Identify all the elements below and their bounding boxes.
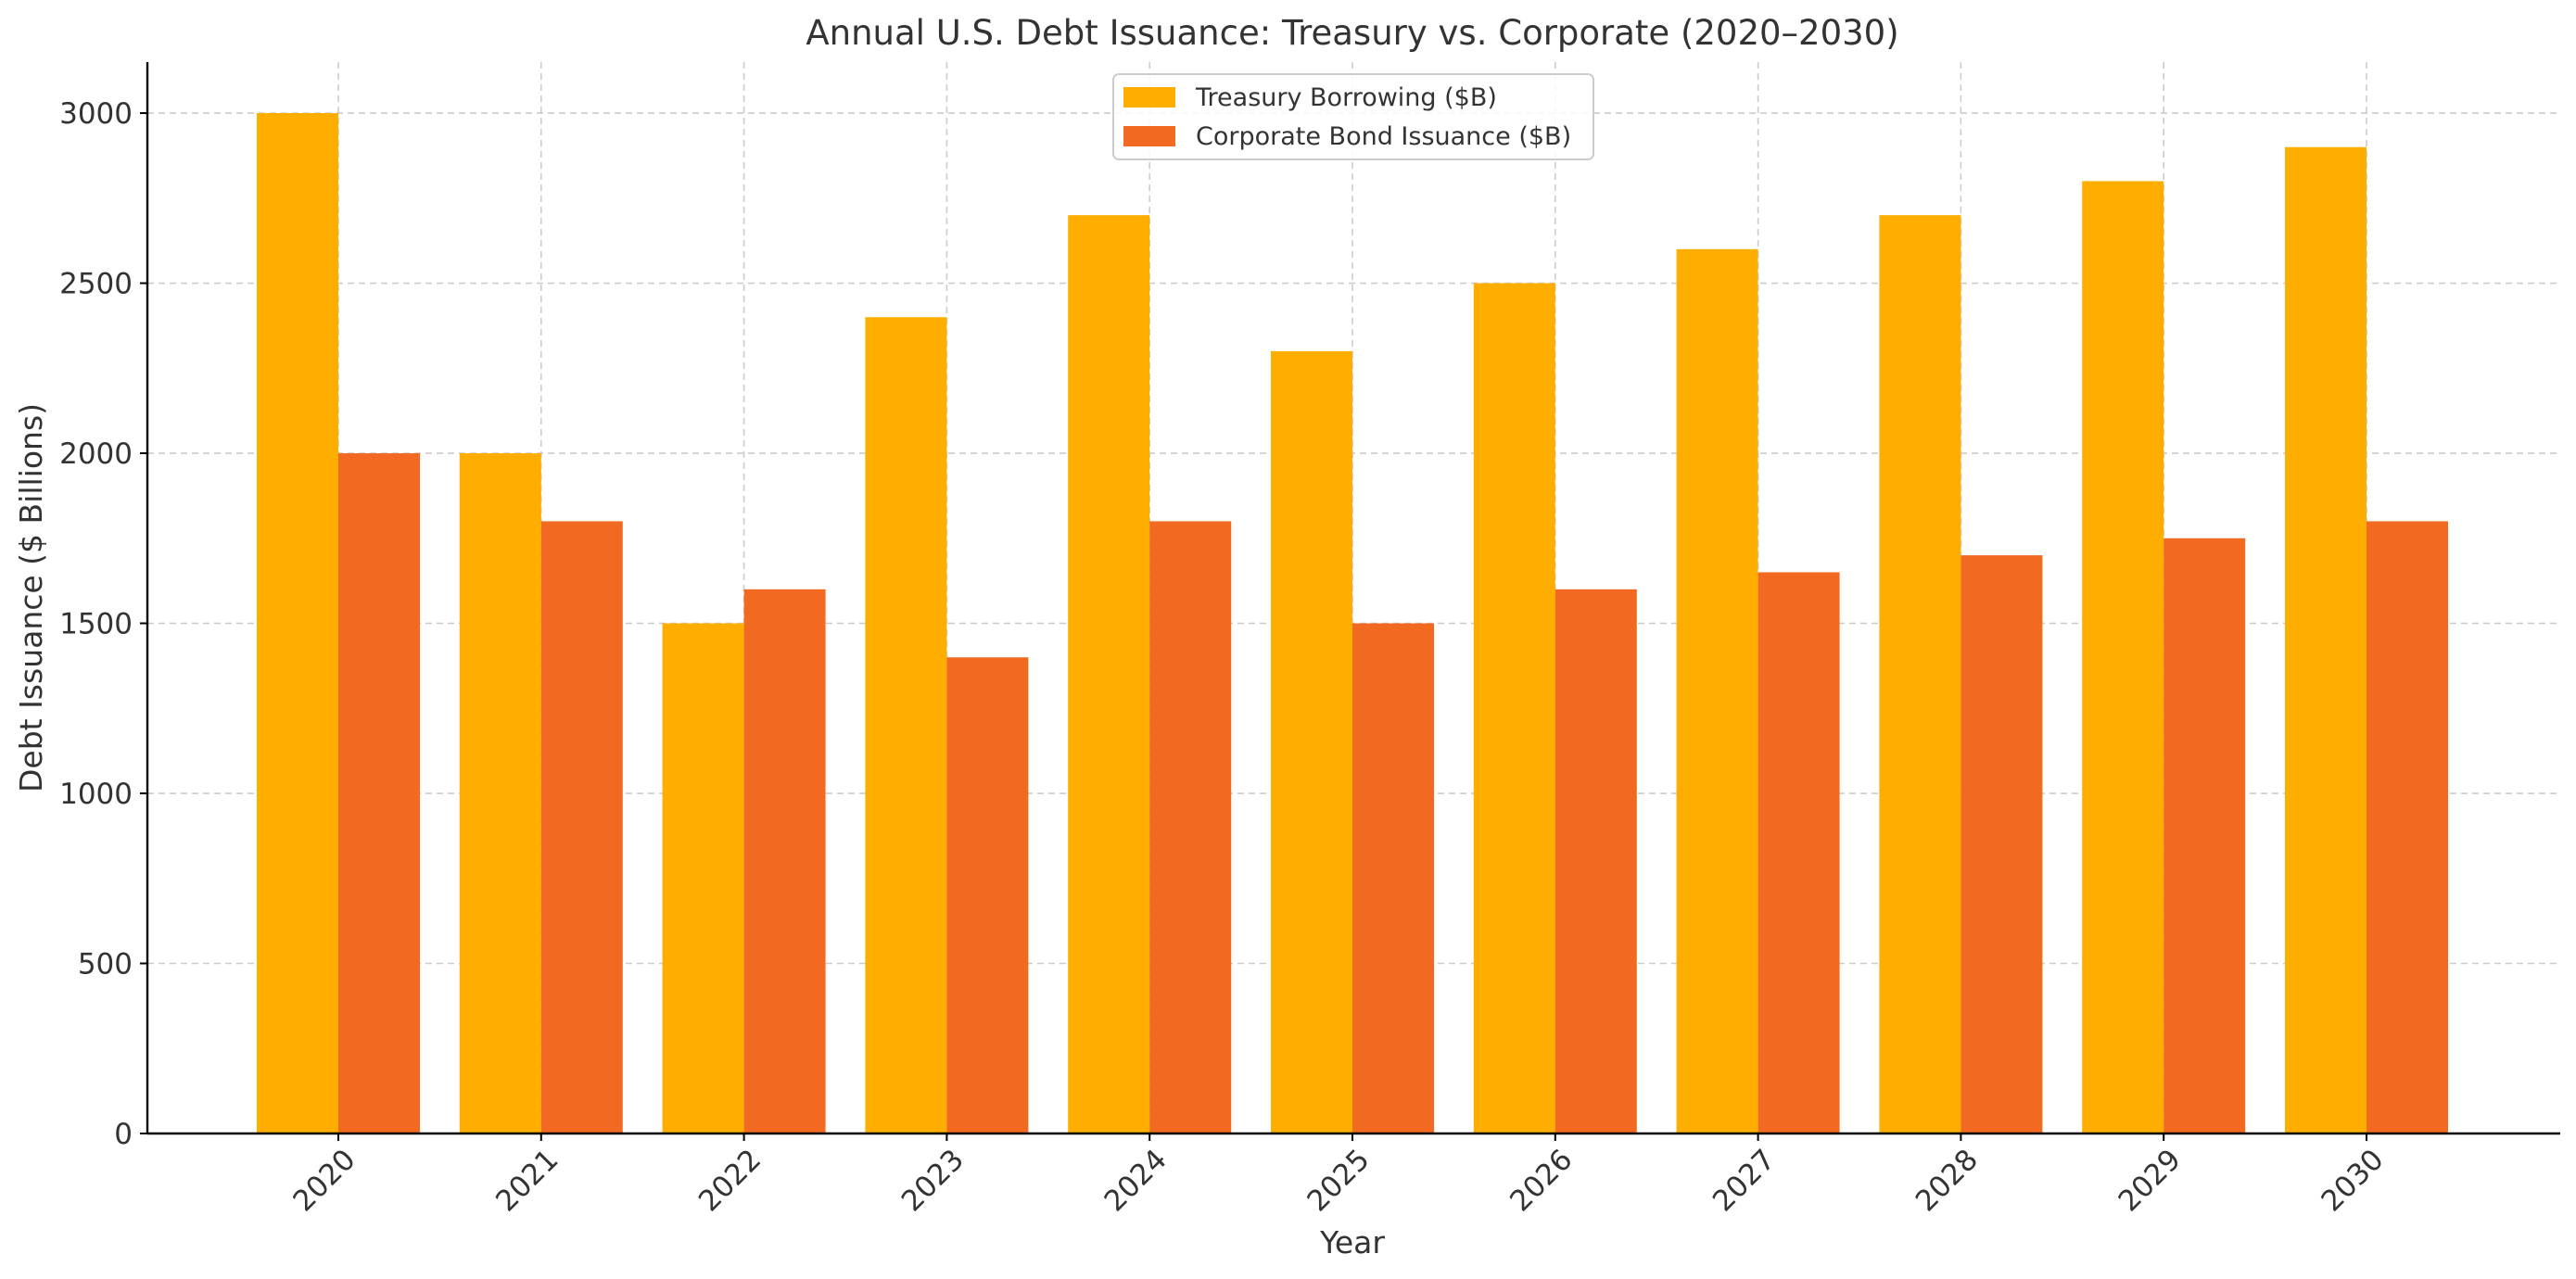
- y-ticks: 0 500 1000 1500 2000 2500 3000: [59, 97, 147, 1151]
- bar-treasury: [1676, 248, 1758, 1133]
- y-tick-label: 3000: [59, 97, 133, 131]
- bar-corporate: [1758, 572, 1840, 1133]
- bar-treasury: [1473, 283, 1555, 1133]
- legend-label-corporate: Corporate Bond Issuance ($B): [1196, 122, 1571, 151]
- y-tick-label: 0: [114, 1118, 133, 1151]
- y-tick-label: 1500: [59, 608, 133, 641]
- x-tick-label: 2028: [1910, 1143, 1985, 1218]
- bar-treasury: [662, 623, 744, 1133]
- x-ticks: 2020 2021 2022 2023 2024 2025 2026 2027 2028 2029…: [286, 1133, 2391, 1218]
- bar-corporate: [1554, 589, 1637, 1133]
- legend-swatch-treasury: [1123, 87, 1175, 108]
- bar-treasury: [1879, 215, 1961, 1134]
- legend-swatch-corporate: [1123, 126, 1175, 146]
- y-tick-label: 2000: [59, 437, 133, 471]
- x-tick-label: 2027: [1707, 1143, 1782, 1218]
- x-tick-label: 2026: [1504, 1143, 1579, 1218]
- x-tick-label: 2022: [692, 1143, 768, 1218]
- bar-treasury: [2285, 146, 2367, 1133]
- x-tick-label: 2023: [895, 1143, 971, 1218]
- x-tick-label: 2025: [1301, 1143, 1376, 1218]
- bar-corporate: [338, 453, 420, 1133]
- y-tick-label: 2500: [59, 268, 133, 301]
- legend-label-treasury: Treasury Borrowing ($B): [1195, 83, 1497, 112]
- x-tick-label: 2029: [2113, 1143, 2188, 1218]
- bar-treasury: [1068, 215, 1150, 1134]
- bar-treasury: [2082, 181, 2164, 1133]
- legend: Treasury Borrowing ($B) Corporate Bond I…: [1112, 73, 1594, 160]
- y-tick-label: 500: [78, 948, 133, 981]
- bars: [257, 113, 2448, 1134]
- bar-corporate: [1149, 521, 1232, 1133]
- bar-treasury: [257, 113, 338, 1134]
- chart-title: Annual U.S. Debt Issuance: Treasury vs. …: [806, 13, 1898, 53]
- bar-corporate: [2367, 521, 2448, 1133]
- bar-corporate: [2164, 538, 2246, 1133]
- bar-treasury: [459, 453, 541, 1133]
- bar-corporate: [540, 521, 623, 1133]
- legend-frame: [1112, 73, 1594, 160]
- x-axis-label: Year: [1319, 1224, 1385, 1260]
- bar-corporate: [1352, 623, 1434, 1133]
- bar-treasury: [1271, 350, 1352, 1133]
- x-tick-label: 2030: [2315, 1143, 2390, 1218]
- bar-corporate: [1961, 555, 2043, 1133]
- x-tick-label: 2021: [489, 1143, 565, 1218]
- y-tick-label: 1000: [59, 778, 133, 811]
- y-axis-label: Debt Issuance ($ Billions): [13, 403, 49, 792]
- bar-corporate: [743, 589, 826, 1133]
- x-tick-label: 2020: [286, 1143, 362, 1218]
- x-tick-label: 2024: [1098, 1143, 1174, 1218]
- bar-treasury: [865, 317, 947, 1133]
- bar-corporate: [946, 657, 1029, 1133]
